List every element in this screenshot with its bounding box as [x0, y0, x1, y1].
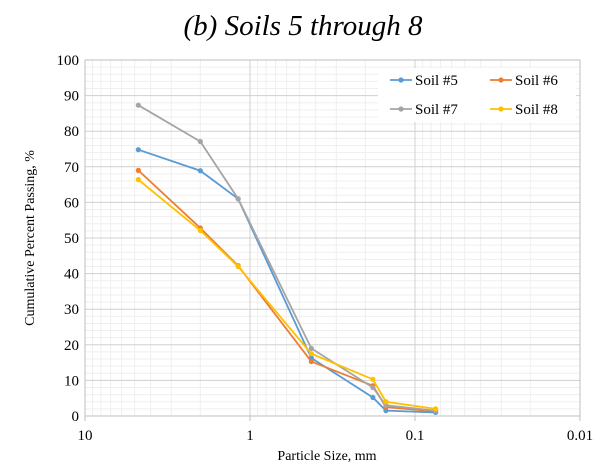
plot-frame: [84, 59, 581, 417]
series-5: [135, 147, 439, 416]
legend-marker: [398, 77, 404, 83]
data-point: [135, 177, 141, 183]
y-tick-label: 70: [64, 160, 79, 176]
data-point: [308, 358, 314, 365]
y-axis-label: Cumulative Percent Passing, %: [23, 150, 38, 326]
y-tick-label: 50: [64, 231, 79, 247]
data-point: [135, 167, 141, 173]
legend-label: Soil #8: [515, 102, 558, 118]
data-point: [235, 263, 241, 270]
series-7: [135, 102, 439, 414]
x-tick-label: 0.01: [567, 428, 593, 444]
data-point: [135, 102, 141, 108]
legend-marker: [498, 77, 504, 83]
legend-label: Soil #5: [415, 73, 458, 89]
y-tick-labels: 0 10 20 30 40 50 60 70 80 90 100: [57, 53, 80, 425]
data-point: [308, 345, 314, 351]
legend-marker: [398, 106, 404, 112]
data-point: [383, 402, 389, 408]
legend-marker: [498, 106, 504, 112]
data-point: [235, 196, 241, 202]
y-tick-label: 80: [64, 124, 79, 140]
x-tick-label: 1: [246, 428, 254, 444]
legend-background: [378, 68, 576, 122]
y-tick-label: 20: [64, 338, 79, 354]
y-tick-label: 40: [64, 267, 79, 283]
series-layer: [135, 102, 439, 416]
data-point: [197, 227, 203, 234]
legend-item: Soil #6: [490, 73, 558, 89]
series-8: [135, 177, 439, 412]
y-tick-label: 0: [72, 409, 80, 425]
data-point: [433, 406, 439, 412]
data-point: [197, 168, 203, 174]
y-tick-label: 90: [64, 89, 79, 105]
data-point: [370, 384, 376, 391]
y-tick-label: 30: [64, 302, 79, 318]
x-tick-label: 10: [78, 428, 93, 444]
grid-lines: [84, 59, 581, 417]
x-tick-labels: 10 1 0.1 0.01: [78, 416, 593, 444]
data-point: [135, 147, 141, 153]
legend-label: Soil #7: [415, 102, 458, 118]
legend-item: Soil #8: [490, 102, 558, 118]
x-axis-label: Particle Size, mm: [277, 449, 376, 464]
chart-title: (b) Soils 5 through 8: [184, 10, 423, 42]
data-point: [197, 138, 203, 145]
data-point: [370, 394, 376, 401]
data-point: [383, 408, 389, 414]
y-tick-label: 60: [64, 195, 79, 211]
x-tick-label: 0.1: [406, 428, 425, 444]
data-point: [370, 376, 376, 382]
legend: Soil #5 Soil #6 Soil #7 Soil #8: [378, 68, 576, 122]
y-tick-label: 100: [57, 53, 80, 69]
legend-item: Soil #5: [390, 73, 458, 89]
data-point: [308, 351, 314, 357]
legend-item: Soil #7: [390, 102, 458, 118]
data-point: [383, 399, 389, 405]
legend-label: Soil #6: [515, 73, 558, 89]
y-tick-label: 10: [64, 373, 79, 389]
